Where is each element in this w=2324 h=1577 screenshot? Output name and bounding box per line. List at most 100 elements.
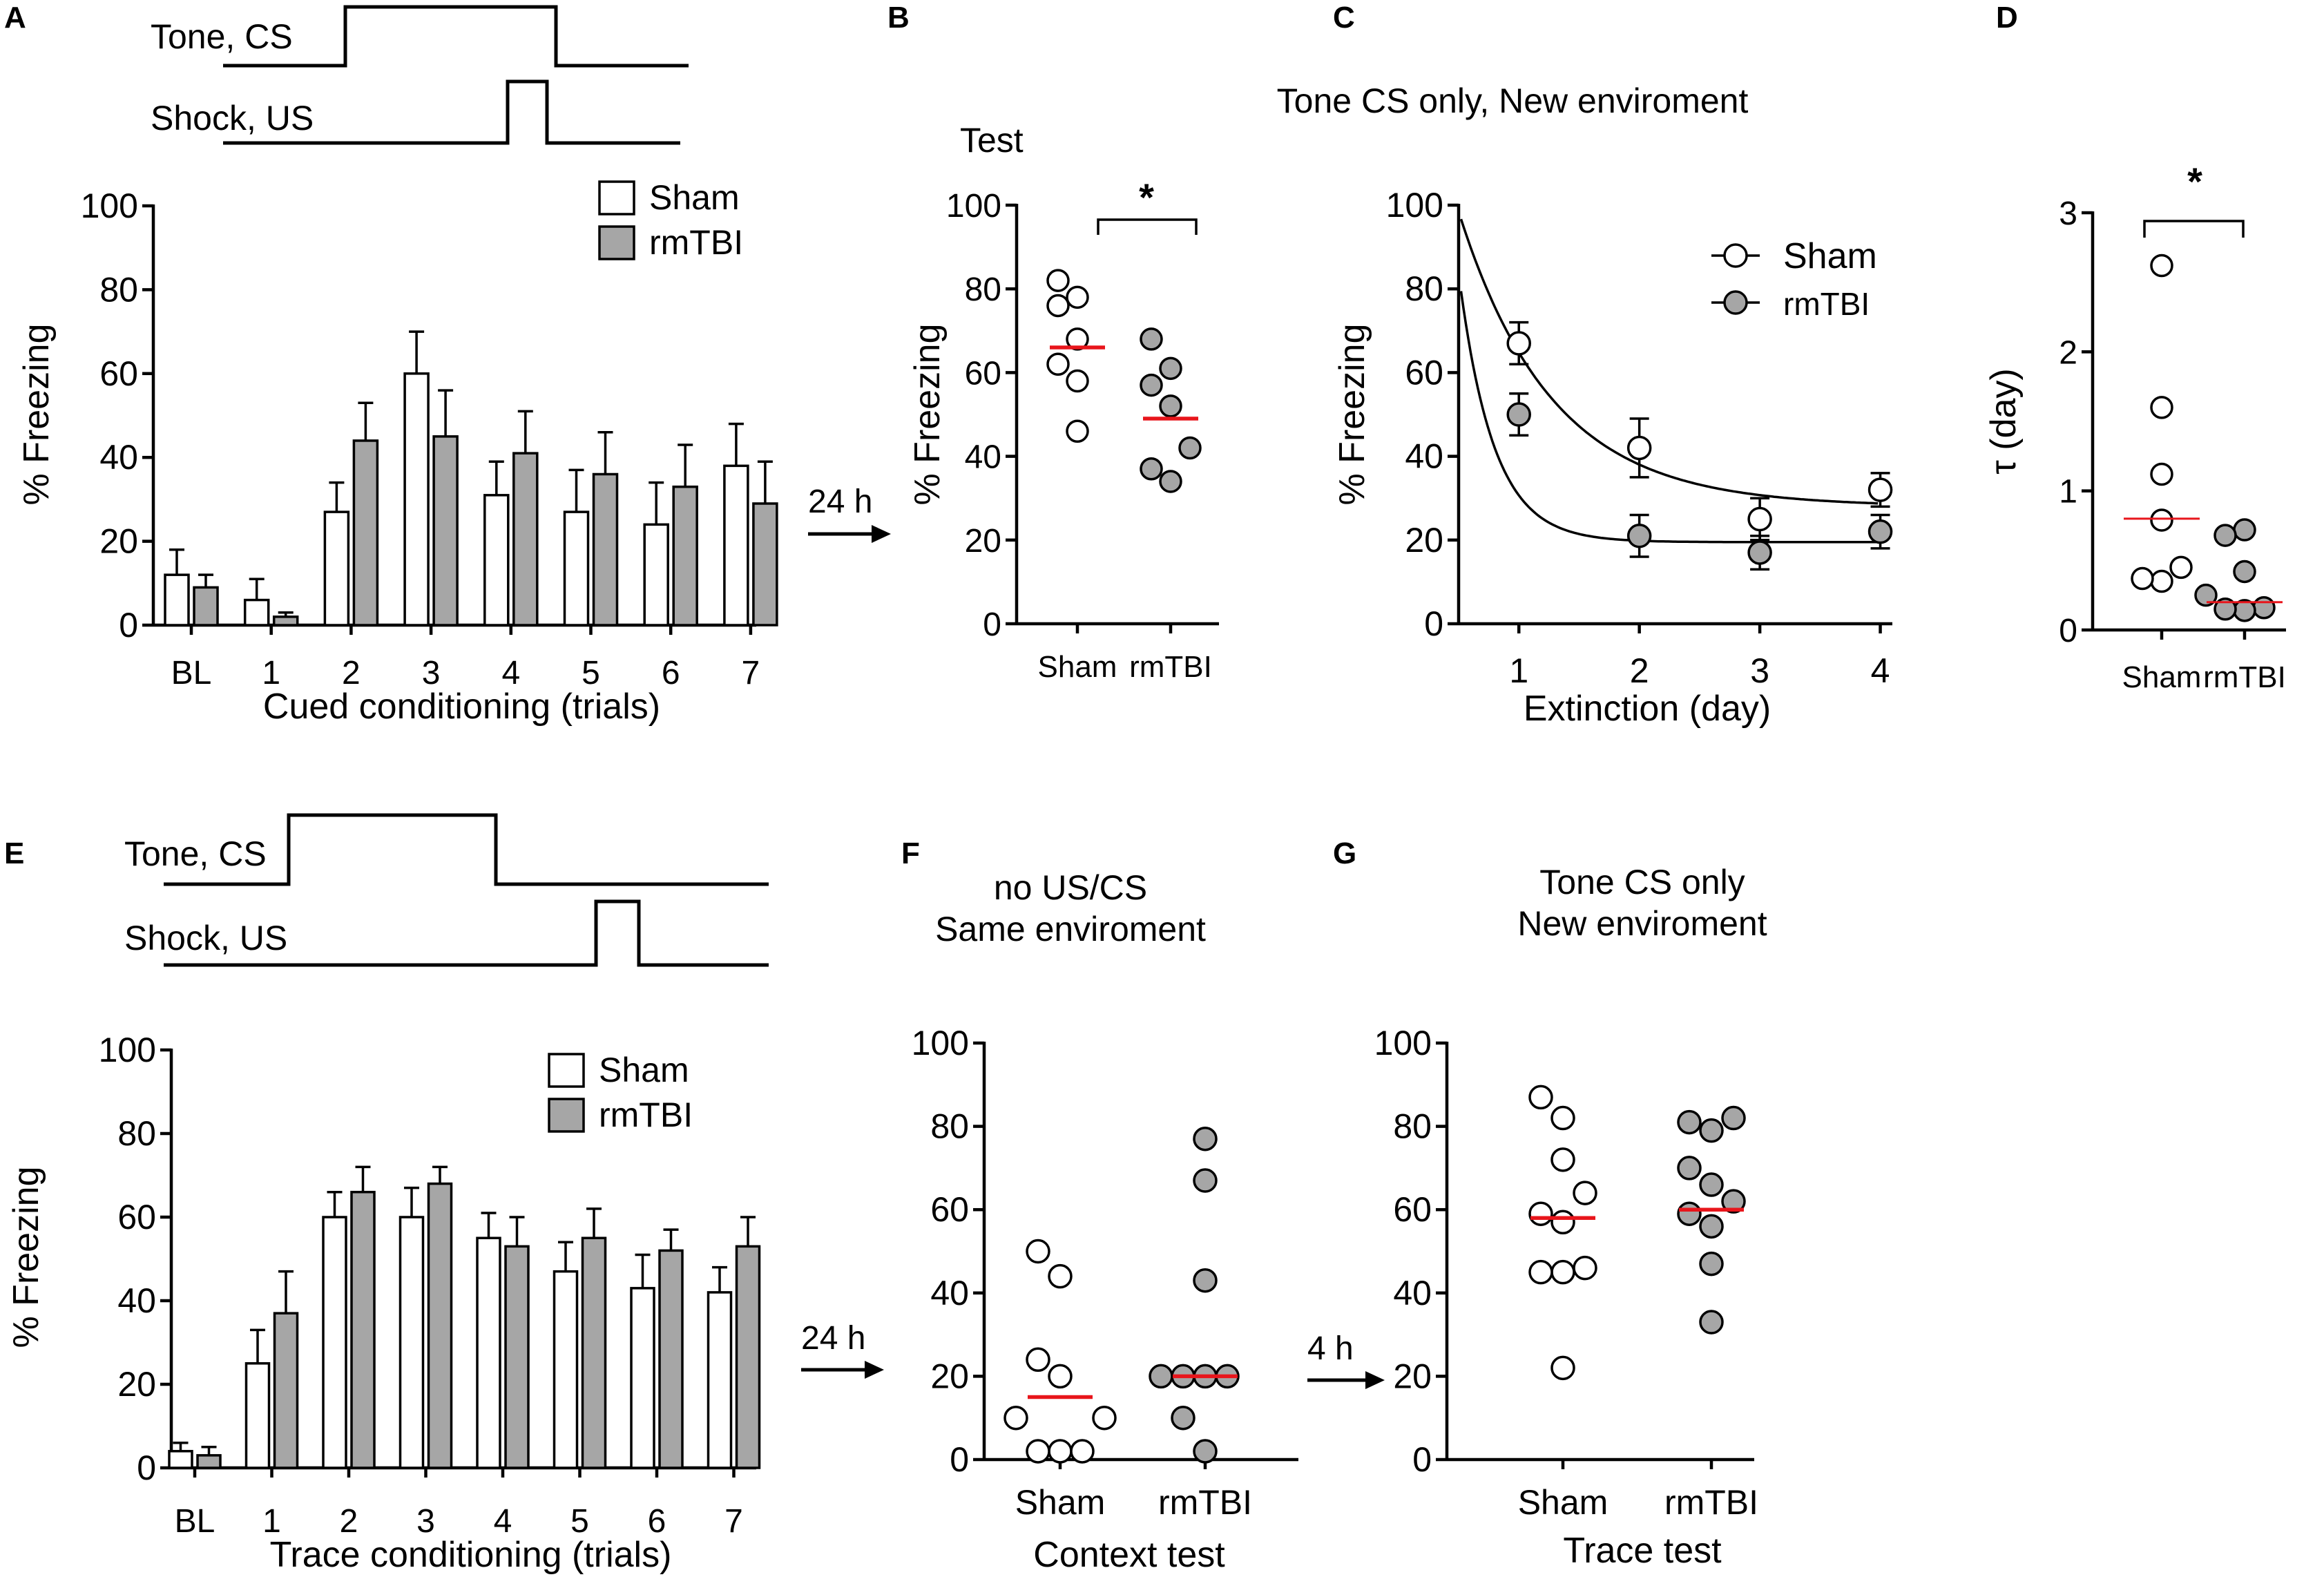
data-point-rmtbi xyxy=(1699,1310,1724,1335)
chart-panel-d: 0 1 2 3 Sham rmTBI τ (day) * xyxy=(1984,160,2286,694)
data-point-sham xyxy=(2131,566,2154,591)
legend-marker-rmtbi xyxy=(1723,290,1748,315)
data-point-sham xyxy=(1066,327,1089,351)
y-tick-label: 20 xyxy=(1393,1357,1432,1395)
y-tick-label: 80 xyxy=(965,271,1001,308)
data-point-rmtbi xyxy=(1193,1168,1218,1193)
data-point-sham xyxy=(1066,285,1089,309)
data-point-sham xyxy=(1026,1239,1050,1264)
data-point-rmtbi xyxy=(2213,598,2237,621)
data-point-rmtbi xyxy=(1677,1156,1702,1181)
y-axis-label: % Freezing xyxy=(17,324,57,506)
y-tick-label: 80 xyxy=(1405,269,1443,308)
tone-cs-trace-e xyxy=(164,813,769,886)
y-tick-label: 80 xyxy=(1393,1107,1432,1146)
x-tick-label: 2 xyxy=(1630,651,1649,690)
x-tick-label: 6 xyxy=(648,1503,666,1540)
fit-curve-rmtbi xyxy=(1459,291,1879,544)
data-point-rmtbi xyxy=(1140,373,1163,397)
bar-rmtbi xyxy=(504,1245,530,1469)
y-tick-label: 1 xyxy=(2059,474,2077,510)
bar-sham xyxy=(630,1287,655,1469)
y-tick-label: 60 xyxy=(99,354,138,393)
data-point-rmtbi xyxy=(1159,356,1182,381)
y-tick-label: 3 xyxy=(2059,195,2077,232)
data-point-rmtbi xyxy=(1193,1268,1218,1293)
bar-sham xyxy=(476,1236,501,1469)
bar-sham xyxy=(643,523,669,627)
data-point-sham xyxy=(1048,1439,1073,1464)
bar-rmtbi xyxy=(352,439,379,627)
y-tick-label: 0 xyxy=(2059,613,2077,649)
y-tick-label: 0 xyxy=(137,1449,156,1487)
panel-letter-d: D xyxy=(1996,1,2018,35)
y-tick-label: 0 xyxy=(983,606,1001,643)
legend-label-rmtbi: rmTBI xyxy=(649,223,743,262)
y-tick-label: 100 xyxy=(946,188,1001,224)
y-tick-label: 20 xyxy=(1405,521,1443,560)
significance-bracket xyxy=(2143,220,2245,238)
x-tick-label: 6 xyxy=(662,655,680,691)
data-point-sham xyxy=(2150,508,2173,532)
tone-cs-label-e: Tone, CS xyxy=(124,834,267,873)
y-tick-label: 20 xyxy=(99,522,138,561)
y-tick-label: 80 xyxy=(117,1114,156,1153)
data-point-sham xyxy=(1550,1210,1575,1235)
y-tick-label: 60 xyxy=(965,355,1001,392)
y-tick-label: 60 xyxy=(930,1190,969,1229)
y-tick-label: 100 xyxy=(912,1024,969,1062)
x-tick-label: 3 xyxy=(416,1503,435,1540)
bar-rmtbi xyxy=(350,1190,376,1469)
bar-sham xyxy=(563,510,590,627)
y-tick-label: 100 xyxy=(1386,186,1443,224)
arrow-label-4h: 4 h xyxy=(1307,1330,1354,1367)
panel-letter-b: B xyxy=(887,1,910,35)
data-point-sham xyxy=(1003,1405,1028,1431)
panel-letter-c: C xyxy=(1333,1,1355,35)
x-tick-label: BL xyxy=(175,1503,215,1540)
bar-rmtbi xyxy=(273,1312,299,1469)
data-point-rmtbi xyxy=(1677,1109,1702,1135)
data-point-rmtbi xyxy=(1677,1201,1702,1226)
bar-rmtbi xyxy=(432,435,459,627)
y-axis-label: % Freezing xyxy=(1332,324,1372,506)
y-tick-label: 40 xyxy=(965,439,1001,476)
arrow-label-24h-top: 24 h xyxy=(808,484,872,520)
legend-swatch-rmtbi xyxy=(548,1098,585,1133)
bar-sham xyxy=(707,1291,733,1469)
data-point-rmtbi xyxy=(1193,1126,1218,1151)
data-point-sham xyxy=(1046,352,1070,376)
data-point-rmtbi xyxy=(1699,1214,1724,1239)
panel-letter-g: G xyxy=(1333,837,1356,870)
data-point-rmtbi xyxy=(1699,1118,1724,1143)
data-point-rmtbi xyxy=(1140,327,1163,351)
legend-label-sham: Sham xyxy=(649,178,740,217)
significance-bracket xyxy=(1097,218,1198,235)
data-point-sham xyxy=(2150,254,2173,278)
panel-letter-f: F xyxy=(901,837,920,870)
fit-curve-sham xyxy=(1459,218,1879,505)
arrow-a-to-b: 24 h xyxy=(808,484,891,543)
x-tick-label: 2 xyxy=(340,1503,358,1540)
x-tick-label: Sham xyxy=(1518,1483,1608,1522)
data-point-rmtbi xyxy=(1747,540,1772,565)
panel-f-title-line2: Same enviroment xyxy=(935,910,1206,948)
data-point-sham xyxy=(1506,331,1531,356)
data-point-sham xyxy=(1070,1439,1095,1464)
data-point-sham xyxy=(1026,1439,1050,1464)
panel-g-title-line1: Tone CS only xyxy=(1539,863,1745,901)
y-axis-label: % Freezing xyxy=(907,324,948,506)
y-tick-label: 40 xyxy=(99,438,138,477)
chart-panel-f: 0 20 40 60 80 100 Sham rmTBI Context test xyxy=(912,1024,1298,1575)
bar-sham xyxy=(322,1216,347,1469)
data-point-sham xyxy=(1747,506,1772,532)
x-tick-label: 4 xyxy=(501,655,520,691)
legend-swatch-sham xyxy=(598,180,635,216)
x-tick-label: 2 xyxy=(342,655,361,691)
data-point-rmtbi xyxy=(1626,523,1652,548)
bar-rmtbi xyxy=(735,1245,761,1469)
x-tick-label: 5 xyxy=(570,1503,589,1540)
y-tick-label: 80 xyxy=(930,1107,969,1146)
bar-sham xyxy=(168,1450,193,1469)
